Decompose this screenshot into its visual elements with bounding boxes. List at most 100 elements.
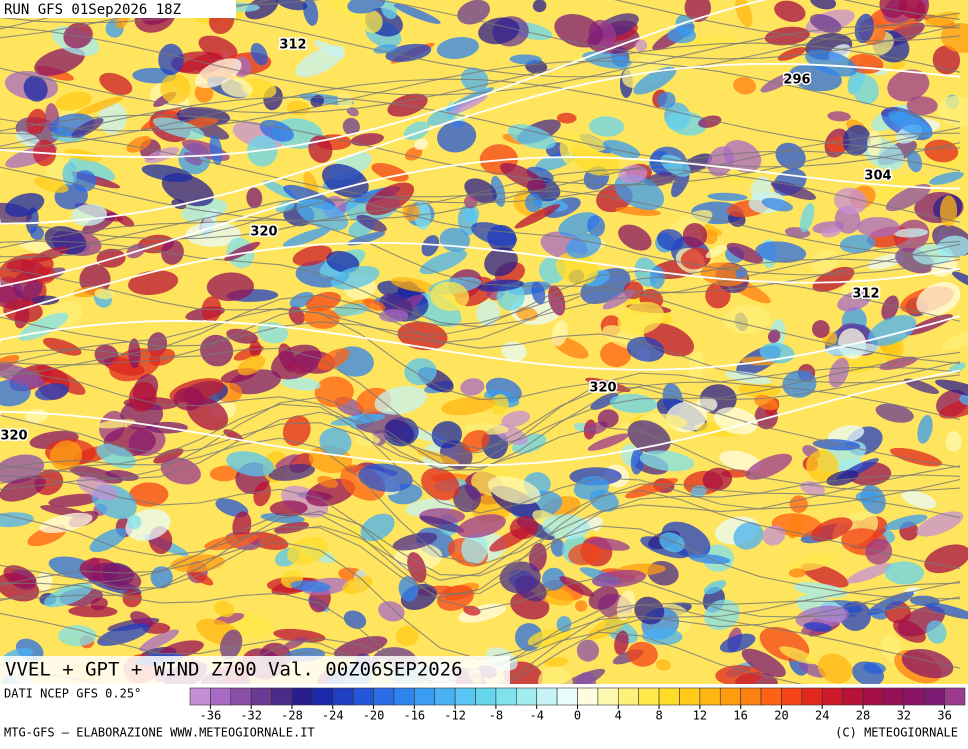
vvel-cell [209,134,223,166]
vvel-cell [281,377,321,391]
vvel-cell [898,0,926,19]
vvel-cell [551,320,568,347]
vvel-cell [90,597,108,611]
vvel-cell [925,11,960,28]
contour [0,369,961,467]
vvel-cell [275,454,299,469]
vvel-cell [889,447,943,467]
vvel-cell [387,93,428,117]
vvel-cell [575,600,588,612]
vvel-cell [630,447,644,475]
vvel-cell [214,600,235,618]
vvel-cell [924,544,968,574]
contour-label: 320 [0,429,27,444]
contour [0,315,961,371]
colorbar-swatch [699,687,721,706]
vvel-cell [528,542,547,572]
vvel-cell [789,495,808,513]
vvel-cell [542,567,566,591]
vvel-cell [806,450,839,482]
vvel-cell [703,580,727,595]
vvel-cell [788,552,838,572]
vvel-cell [696,396,718,413]
vvel-cell [657,91,676,109]
vvel-cell [313,40,345,58]
colorbar-swatch [189,687,211,706]
vvel-cell [787,515,803,539]
vvel-cell [617,301,664,335]
vvel-cell [226,451,275,477]
vvel-cell [347,0,386,14]
vvel-cell [23,75,48,102]
colorbar-swatch [597,687,619,706]
colorbar-tick-label: 36 [937,709,951,723]
vvel-cell [959,394,968,406]
vvel-cell [81,212,117,235]
vvel-cell [194,83,214,103]
vvel-cell [317,475,339,488]
colorbar-tick-label: 8 [655,709,662,723]
vvel-cell [416,449,460,466]
vvel-cell [430,281,470,312]
vvel-cell [34,176,69,193]
vvel-cell [854,13,875,44]
vvel-cell [500,162,547,191]
streamline [0,60,961,132]
colorbar-swatch [679,687,701,706]
streamline [0,24,961,96]
vvel-cell [903,378,939,394]
vvel-cell [358,463,413,492]
streamline [0,347,961,450]
vvel-cell [774,0,806,22]
streamline [0,483,961,598]
vvel-cell [667,27,697,44]
vvel-cell [471,222,517,246]
vvel-cell [524,193,542,213]
streamline [0,168,961,240]
vvel-cell [437,585,474,611]
vvel-cell [326,250,360,273]
colorbar-swatch [373,687,395,706]
colorbar-tick-label: -24 [322,709,344,723]
vvel-cell [501,410,531,428]
colorbar-tick-label: 28 [856,709,870,723]
vvel-cell [76,476,118,501]
vvel-cell [89,528,127,553]
contour [0,241,961,317]
vvel-cell [834,187,868,215]
vvel-cell [616,590,635,621]
streamline [0,510,961,600]
vvel-cell [126,135,152,153]
colorbar-swatch [495,687,517,706]
contour-label: 320 [589,381,616,396]
colorbar-tick-label: -8 [489,709,503,723]
vvel-cell [457,514,506,538]
streamline [0,437,961,566]
vvel-cell [887,69,930,102]
vvel-cell [39,512,93,534]
streamline [0,190,961,258]
vvel-cell [714,407,759,435]
vvel-cell [484,247,518,277]
vvel-cell [881,295,899,321]
contour-label: 304 [864,169,891,184]
vvel-cell [812,266,855,292]
vvel-cell [912,244,953,266]
vvel-cell [0,253,54,284]
colorbar-swatch [821,687,843,706]
run-label: RUN GFS 01Sep2026 18Z [4,2,181,18]
vvel-cell [99,72,133,95]
vvel-cell [514,575,547,602]
colorbar-swatch [556,687,578,706]
vvel-cell [600,341,632,368]
vvel-cell [206,272,254,302]
vvel-cell [798,661,826,678]
vvel-cell [917,414,933,444]
vvel-cell [421,235,440,257]
vvel-cell [127,514,142,530]
vvel-cell [0,475,46,502]
vvel-cell [597,409,619,428]
colorbar-swatch [352,687,374,706]
vvel-cell [602,289,635,310]
colorbar-swatch [638,687,660,706]
